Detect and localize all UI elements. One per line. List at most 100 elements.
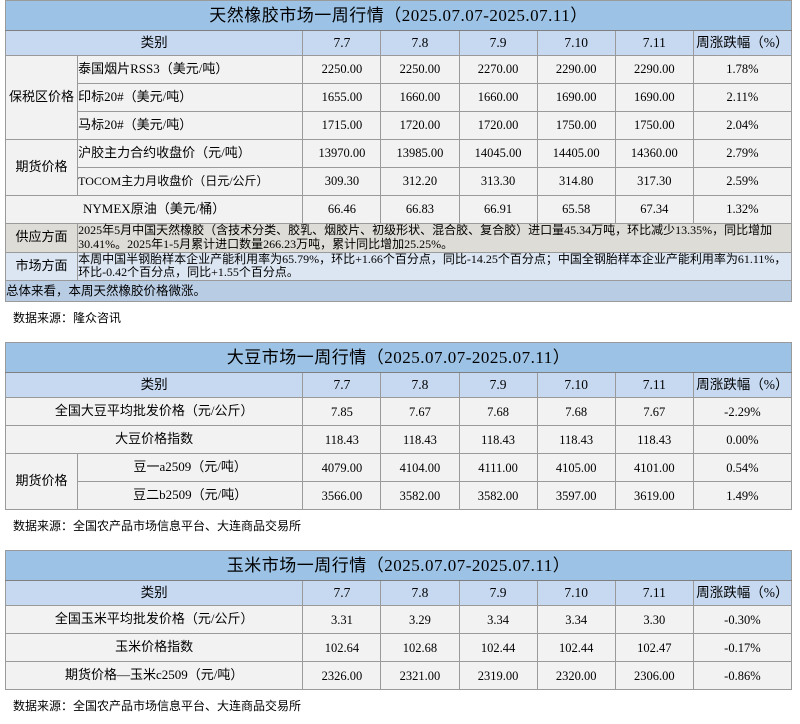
cell-value: 3582.00 [458, 481, 538, 511]
table-title-row: 天然橡胶市场一周行情（2025.07.07-2025.07.11） [5, 0, 792, 31]
cell-change: 2.11% [692, 83, 793, 112]
cell-value: 7.68 [458, 397, 538, 427]
soybean-market-table: 大豆市场一周行情（2025.07.07-2025.07.11） 类别 7.7 7… [4, 342, 793, 511]
corn-data-source: 数据来源：全国农产品市场信息平台、大连商品交易所 [13, 699, 302, 714]
cell-change: -2.29% [692, 397, 793, 427]
cell-value: 1660.00 [458, 83, 538, 112]
cell-value: 66.91 [458, 195, 538, 224]
cell-value: 4079.00 [302, 453, 382, 483]
column-header-d5: 7.11 [614, 580, 694, 607]
table-row: 全国玉米平均批发价格（元/公斤） 3.31 3.29 3.34 3.34 3.3… [4, 605, 793, 635]
cell-value: 7.67 [380, 397, 460, 427]
cell-value: 14045.00 [458, 139, 538, 168]
cell-value: 13970.00 [302, 139, 382, 168]
column-header-category: 类别 [4, 372, 304, 399]
row-label: 期货价格—玉米c2509（元/吨） [4, 661, 304, 691]
column-header-d3: 7.9 [458, 580, 538, 607]
cell-value: 3582.00 [380, 481, 460, 511]
cell-value: 3566.00 [302, 481, 382, 511]
cell-value: 7.85 [302, 397, 382, 427]
column-header-category: 类别 [4, 30, 304, 56]
column-header-d4: 7.10 [536, 580, 616, 607]
soybean-data-source: 数据来源：全国农产品市场信息平台、大连商品交易所 [13, 519, 302, 534]
cell-value: 2306.00 [614, 661, 694, 691]
corn-table-block: 玉米市场一周行情（2025.07.07-2025.07.11） 类别 7.7 7… [4, 550, 795, 724]
corn-table-title: 玉米市场一周行情（2025.07.07-2025.07.11） [5, 550, 792, 582]
group-label-futures-price: 期货价格 [4, 139, 79, 196]
cell-value: 2250.00 [380, 55, 460, 84]
group-label-bonded-price: 保税区价格 [4, 55, 79, 140]
row-label: 泰国烟片RSS3（美元/吨） [77, 55, 304, 84]
cell-value: 14360.00 [614, 139, 694, 168]
table-row: TOCOM主力月收盘价（日元/公斤） 309.30 312.20 313.30 … [6, 167, 793, 196]
row-label-nymex: NYMEX原油（美元/桶） [4, 195, 304, 224]
cell-value: 102.44 [458, 633, 538, 663]
column-header-d3: 7.9 [458, 30, 538, 56]
cell-value: 3597.00 [536, 481, 616, 511]
table-header-row: 类别 7.7 7.8 7.9 7.10 7.11 周涨跌幅（%） [4, 372, 793, 399]
cell-value: 2270.00 [458, 55, 538, 84]
cell-change: 2.59% [692, 167, 793, 196]
cell-value: 3.34 [536, 605, 616, 635]
cell-value: 102.44 [536, 633, 616, 663]
table-header-row: 类别 7.7 7.8 7.9 7.10 7.11 周涨跌幅（%） [4, 580, 793, 607]
row-label: 沪胶主力合约收盘价（元/吨） [77, 139, 304, 168]
column-header-d5: 7.11 [614, 30, 694, 56]
note-label-supply: 供应方面 [4, 223, 79, 253]
soybean-table-title: 大豆市场一周行情（2025.07.07-2025.07.11） [5, 342, 792, 374]
column-header-change: 周涨跌幅（%） [692, 580, 793, 607]
soybean-table-block: 大豆市场一周行情（2025.07.07-2025.07.11） 类别 7.7 7… [4, 342, 795, 544]
summary-text: 总体来看，本周天然橡胶价格微涨。 [5, 280, 792, 303]
cell-value: 1750.00 [614, 111, 694, 140]
cell-value: 317.30 [614, 167, 694, 196]
note-label-market: 市场方面 [4, 251, 79, 282]
cell-value: 7.68 [536, 397, 616, 427]
cell-value: 102.47 [614, 633, 694, 663]
column-header-change: 周涨跌幅（%） [692, 372, 793, 399]
rubber-table-block: 天然橡胶市场一周行情（2025.07.07-2025.07.11） 类别 7.7… [4, 0, 795, 336]
cell-value: 3619.00 [614, 481, 694, 511]
column-header-d2: 7.8 [380, 30, 460, 56]
table-header-row: 类别 7.7 7.8 7.9 7.10 7.11 周涨跌幅（%） [4, 30, 793, 56]
cell-value: 3.34 [458, 605, 538, 635]
cell-value: 118.43 [458, 425, 538, 455]
cell-value: 1690.00 [614, 83, 694, 112]
cell-value: 312.20 [380, 167, 460, 196]
cell-value: 3.31 [302, 605, 382, 635]
cell-value: 1750.00 [536, 111, 616, 140]
table-row: 印标20#（美元/吨） 1655.00 1660.00 1660.00 1690… [6, 83, 793, 112]
table-row: NYMEX原油（美元/桶） 66.46 66.83 66.91 65.58 67… [4, 195, 793, 224]
cell-value: 118.43 [302, 425, 382, 455]
cell-change: 0.00% [692, 425, 793, 455]
cell-value: 2320.00 [536, 661, 616, 691]
column-header-d4: 7.10 [536, 30, 616, 56]
note-text-market: 本周中国半钢胎样本企业产能利用率为65.79%，环比+1.66个百分点，同比-1… [77, 251, 792, 282]
cell-value: 2290.00 [536, 55, 616, 84]
column-header-d5: 7.11 [614, 372, 694, 399]
note-text-supply: 2025年5月中国天然橡胶（含技术分类、胶乳、烟胶片、初级形状、混合胶、复合胶）… [77, 223, 792, 253]
column-header-d1: 7.7 [302, 580, 382, 607]
cell-value: 4111.00 [458, 453, 538, 483]
table-row: 期货价格—玉米c2509（元/吨） 2326.00 2321.00 2319.0… [4, 661, 793, 691]
cell-change: 2.79% [692, 139, 793, 168]
table-title-row: 大豆市场一周行情（2025.07.07-2025.07.11） [5, 342, 792, 374]
row-label: 全国玉米平均批发价格（元/公斤） [4, 605, 304, 635]
table-row: 马标20#（美元/吨） 1715.00 1720.00 1720.00 1750… [6, 111, 793, 140]
summary-row: 总体来看，本周天然橡胶价格微涨。 [5, 280, 792, 303]
cell-value: 14405.00 [536, 139, 616, 168]
table-row: 全国大豆平均批发价格（元/公斤） 7.85 7.67 7.68 7.68 7.6… [4, 397, 793, 427]
corn-market-table: 玉米市场一周行情（2025.07.07-2025.07.11） 类别 7.7 7… [4, 550, 793, 691]
table-row: 玉米价格指数 102.64 102.68 102.44 102.44 102.4… [4, 633, 793, 663]
cell-value: 3.30 [614, 605, 694, 635]
cell-change: 1.32% [692, 195, 793, 224]
table-row: 期货价格 豆一a2509（元/吨） 4079.00 4104.00 4111.0… [4, 453, 793, 511]
cell-value: 118.43 [380, 425, 460, 455]
cell-value: 3.29 [380, 605, 460, 635]
row-label: 大豆价格指数 [4, 425, 304, 455]
table-row: 大豆价格指数 118.43 118.43 118.43 118.43 118.4… [4, 425, 793, 455]
table-row: 期货价格 沪胶主力合约收盘价（元/吨） 13970.00 13985.00 14… [4, 139, 793, 196]
cell-value: 7.67 [614, 397, 694, 427]
cell-change: 1.49% [692, 481, 793, 511]
row-label: 马标20#（美元/吨） [77, 111, 304, 140]
row-label: TOCOM主力月收盘价（日元/公斤） [77, 167, 304, 196]
